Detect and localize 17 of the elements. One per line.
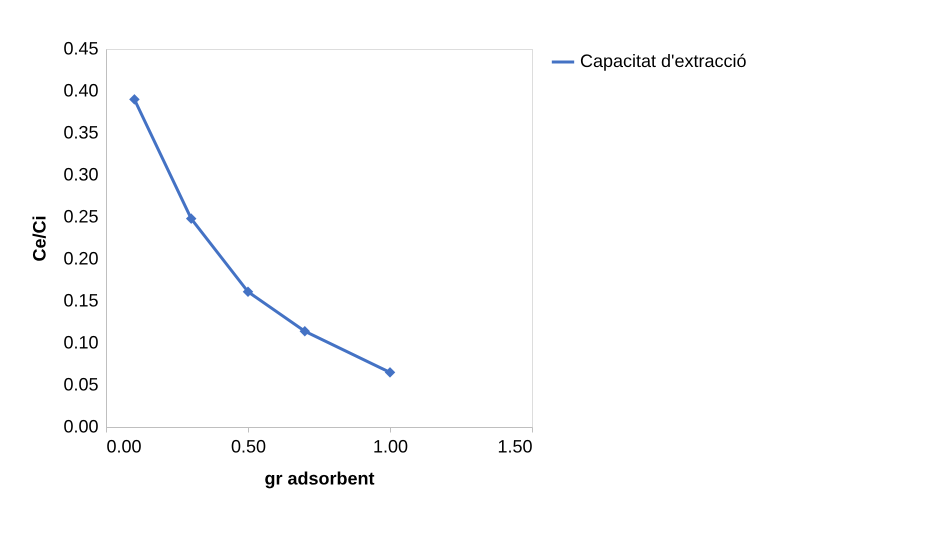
- y-tick-label: 0.35: [63, 122, 98, 142]
- x-tick-label: 0.50: [230, 436, 266, 456]
- y-tick-label: 0.15: [63, 290, 98, 310]
- legend-label: Capacitat d'extracció: [580, 51, 747, 71]
- x-axis-title: gr adsorbent: [264, 468, 375, 488]
- y-tick-label: 0.45: [63, 38, 98, 58]
- x-tick-label: 0.00: [106, 436, 142, 456]
- y-tick-label: 0.30: [63, 164, 98, 184]
- y-axis-title: Ce/Ci: [29, 215, 50, 262]
- y-tick-label: 0.00: [63, 416, 98, 436]
- y-tick-label: 0.20: [63, 248, 98, 268]
- y-tick-label: 0.25: [63, 206, 98, 226]
- y-tick-label: 0.05: [63, 374, 98, 394]
- x-tick-label: 1.50: [497, 436, 532, 456]
- x-tick-label: 1.00: [372, 436, 408, 456]
- y-tick-label: 0.10: [63, 332, 98, 352]
- y-tick-label: 0.40: [63, 80, 98, 100]
